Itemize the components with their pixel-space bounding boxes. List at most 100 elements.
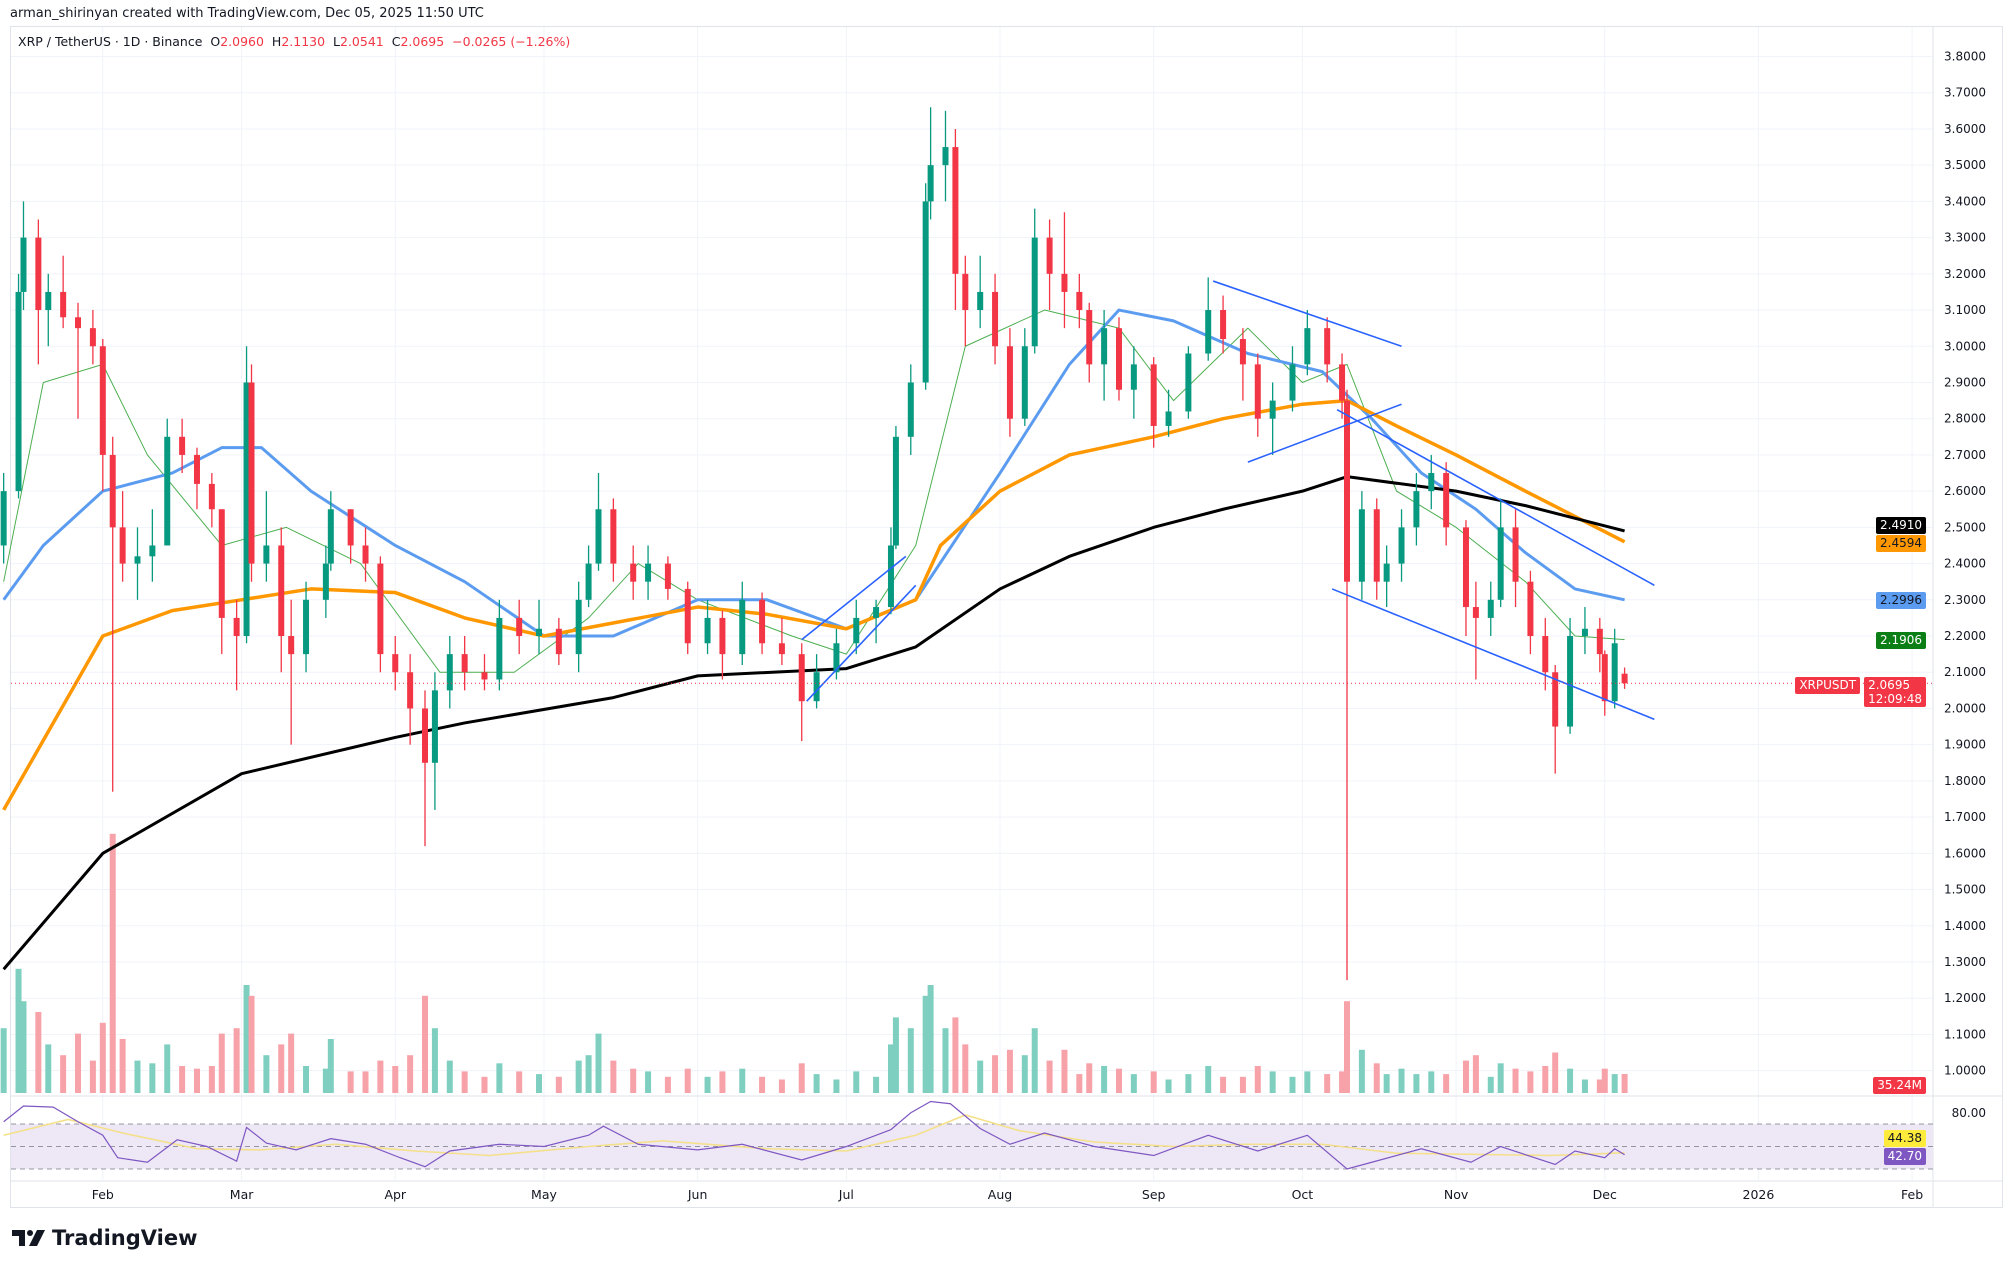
candle-body: [35, 237, 42, 311]
ma200-line: [2, 475, 1625, 971]
candle: [35, 219, 42, 365]
candle: [833, 628, 840, 680]
price-tick-label: 1.1000: [1944, 1027, 1986, 1041]
ma100-price-tag: 2.4594: [1876, 535, 1926, 552]
candle: [1086, 302, 1093, 383]
candle-body: [645, 563, 652, 582]
close-label: C: [391, 34, 401, 49]
candle: [322, 545, 329, 618]
candle-body: [1289, 364, 1296, 401]
candle-body: [1220, 310, 1227, 340]
candle: [1383, 545, 1390, 608]
candle: [1358, 491, 1365, 600]
candle: [759, 592, 766, 655]
time-tick-label: Feb: [92, 1187, 114, 1202]
candle-body: [208, 483, 215, 510]
close-value: 2.0695: [400, 34, 445, 49]
candle: [1115, 317, 1122, 401]
candle-body: [887, 545, 894, 608]
candle-body: [1086, 310, 1093, 365]
volume-bar: [927, 985, 934, 1093]
volume-bar: [164, 1044, 171, 1093]
candle: [1254, 353, 1261, 437]
price-tick-label: 1.5000: [1944, 883, 1986, 897]
candle: [362, 527, 369, 582]
chart-credit: arman_shirinyan created with TradingView…: [10, 6, 484, 21]
candle-body: [610, 509, 617, 564]
price-tick-label: 3.2000: [1944, 267, 1986, 281]
price-tick-label: 2.8000: [1944, 412, 1986, 426]
volume-bar: [1324, 1074, 1331, 1093]
volume-bar: [1413, 1074, 1420, 1093]
candle: [1304, 310, 1311, 376]
candle: [739, 581, 746, 665]
candle: [1542, 617, 1549, 691]
candle-body: [1601, 654, 1608, 702]
candle-body: [1031, 237, 1038, 347]
candle-body: [1339, 364, 1346, 401]
candle: [1130, 346, 1137, 419]
candle-body: [15, 291, 22, 492]
candle: [407, 654, 414, 745]
time-tick-label: Jul: [838, 1187, 854, 1202]
trendline: [1247, 403, 1402, 463]
volume-bar: [288, 1033, 295, 1093]
candle: [922, 183, 929, 390]
candle: [208, 473, 215, 528]
candle: [119, 491, 126, 582]
volume-bar: [35, 1012, 42, 1093]
volume-bar: [407, 1055, 414, 1093]
time-tick-label: Nov: [1444, 1187, 1469, 1202]
last-price-group: XRPUSDT 2.0695 12:09:48: [1795, 677, 1926, 707]
price-tick-label: 1.4000: [1944, 919, 1986, 933]
ma200-price-tag: 2.4910: [1876, 517, 1926, 534]
volume-bar: [1487, 1076, 1494, 1093]
volume-bar: [942, 1028, 949, 1093]
volume-bar: [962, 1044, 969, 1093]
candle: [555, 617, 562, 665]
price-tick-label: 2.7000: [1944, 448, 1986, 462]
volume-bar: [1443, 1074, 1450, 1093]
price-tick-label: 3.7000: [1944, 86, 1986, 100]
candle: [1239, 328, 1246, 401]
volume-bar: [243, 985, 250, 1093]
candle: [575, 581, 582, 673]
volume-bar: [1031, 1028, 1038, 1093]
price-tick-label: 1.3000: [1944, 955, 1986, 969]
candle: [962, 255, 969, 347]
candle-body: [1542, 636, 1549, 673]
volume-bar: [422, 995, 429, 1093]
time-tick-label: Dec: [1593, 1187, 1617, 1202]
symbol-title[interactable]: XRP / TetherUS · 1D · Binance: [18, 34, 203, 49]
volume-bar: [0, 1028, 7, 1093]
volume-bar: [977, 1060, 984, 1093]
candle: [431, 672, 438, 810]
candle-body: [1512, 527, 1519, 582]
candle: [392, 636, 399, 691]
rsi-line: [3, 1100, 1625, 1170]
candle-body: [873, 607, 880, 618]
volume-bar: [1076, 1074, 1083, 1093]
price-tick-label: 3.5000: [1944, 158, 1986, 172]
time-tick-label: Mar: [230, 1187, 254, 1202]
tradingview-logo[interactable]: TradingView: [12, 1226, 197, 1250]
candle-body: [99, 346, 106, 455]
candle-body: [303, 599, 310, 655]
volume-bar: [45, 1044, 52, 1093]
volume-bar: [496, 1063, 503, 1093]
volume-bar: [1185, 1074, 1192, 1093]
candle-body: [431, 690, 438, 763]
candle: [952, 128, 959, 311]
open-value: 2.0960: [220, 34, 264, 49]
candle-body: [892, 436, 899, 546]
volume-bar: [1542, 1066, 1549, 1093]
candle: [233, 599, 240, 691]
price-tick-label: 2.6000: [1944, 484, 1986, 498]
volume-bar: [1165, 1079, 1172, 1093]
volume-bar: [377, 1060, 384, 1093]
candle-body: [347, 509, 354, 546]
candle-body: [555, 628, 562, 655]
candle-body: [288, 636, 295, 655]
price-tick-label: 2.2000: [1944, 629, 1986, 643]
